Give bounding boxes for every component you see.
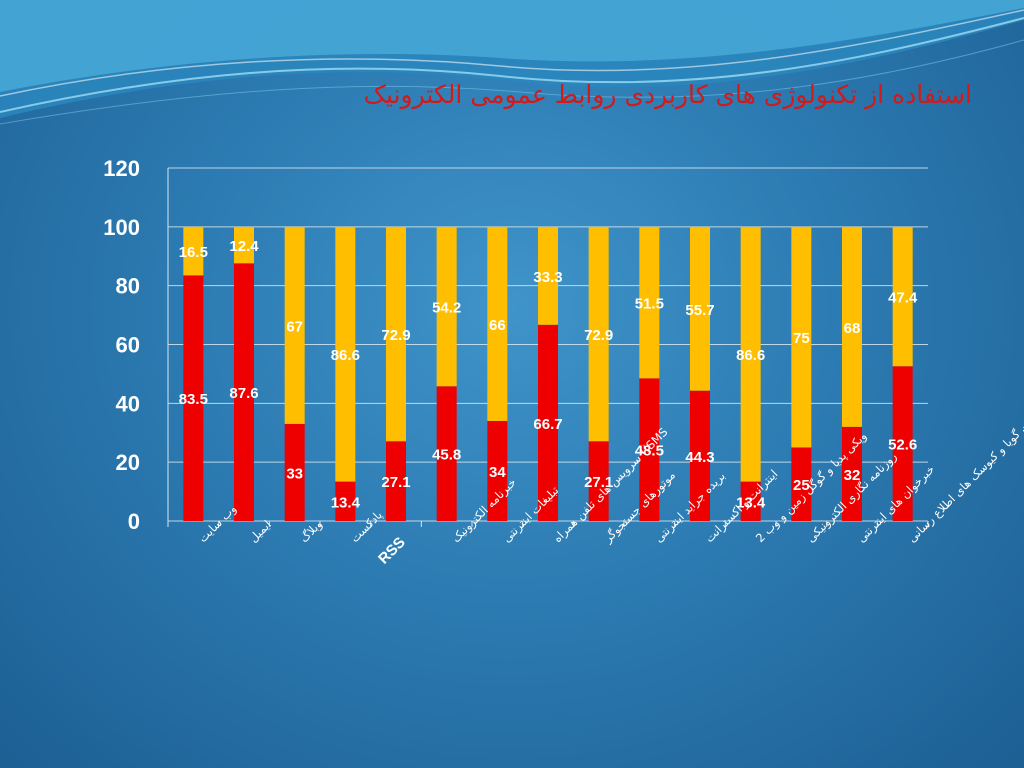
bar-series-1 [588,441,609,521]
bar-series-1 [892,366,913,521]
y-tick-label: 0 [128,509,140,534]
chart-bars [183,226,913,521]
data-label: 55.7 [685,302,714,319]
data-label: 51.5 [635,296,664,313]
bar-series-1 [740,481,761,521]
data-label: 68 [844,320,861,337]
y-tick-label: 20 [116,450,140,475]
data-label: 47.4 [888,290,918,307]
bar-series-2 [234,226,254,264]
bar-series-2 [183,226,204,276]
y-tick-label: 60 [116,333,140,358]
y-tick-label: 80 [116,274,140,299]
bar-series-2 [588,226,609,442]
bar-series-2 [436,226,457,387]
bar-series-2 [690,226,710,391]
y-axis-ticks: 0 20 40 60 80 100 120 [103,156,140,534]
data-label: 27.1 [381,474,410,491]
data-label: 32 [844,467,861,484]
data-label: 13.4 [331,494,361,511]
x-category-label: RSS [375,534,409,568]
bar-series-2 [740,226,761,482]
data-label: 45.8 [432,447,461,464]
bar-series-1 [284,423,305,521]
data-label: 44.3 [685,449,714,466]
data-label: 48.5 [635,443,664,460]
data-label: 52.6 [888,437,917,454]
bar-series-2 [538,226,558,325]
bar-series-1 [791,447,812,521]
data-label: 72.9 [381,327,410,344]
data-label: 83.5 [179,391,208,408]
bar-series-2 [639,226,660,379]
bar-series-1 [183,275,204,521]
bar-series-1 [436,386,457,521]
data-label: 16.5 [179,244,208,261]
data-label: 86.6 [331,347,360,364]
data-label: 12.4 [229,238,259,255]
bar-series-1 [234,263,254,521]
chart-data-labels: 83.5 16.5 87.6 12.4 33 67 13.4 86.6 27.1 72.9 45.8… [179,238,918,511]
bar-series-2 [791,226,812,448]
data-label: 66 [489,317,506,334]
data-label: 87.6 [229,385,258,402]
slide-title: استفاده از تکنولوژی های کاربردی روابط عم… [363,80,972,109]
bar-series-1 [842,426,862,521]
data-label: 66.7 [533,416,562,433]
data-label: 72.9 [584,327,613,344]
data-label: 34 [489,464,506,481]
y-tick-label: 40 [116,391,140,416]
bar-series-1 [386,441,406,521]
bar-series-2 [892,226,913,367]
bar-series-1 [639,378,660,521]
bar-series-2 [487,226,508,421]
data-label: 54.2 [432,300,461,317]
bar-series-2 [335,226,356,482]
bar-series-1 [335,481,356,521]
data-label: 25 [793,477,810,494]
data-label: 75 [793,330,810,347]
y-tick-label: 100 [103,215,140,240]
data-label: 13.4 [736,494,766,511]
decorative-wave-header [0,0,1024,125]
bar-series-2 [386,226,406,442]
data-label: 27.1 [584,474,613,491]
bar-series-1 [690,390,710,521]
data-label: 67 [286,318,303,335]
data-label: 33 [286,465,303,482]
bar-series-2 [842,226,862,427]
bar-series-1 [487,420,508,521]
y-tick-label: 120 [103,156,140,181]
bar-series-2 [284,226,305,424]
data-label: 33.3 [533,269,562,286]
data-label: 86.6 [736,347,765,364]
bar-series-1 [538,324,558,521]
